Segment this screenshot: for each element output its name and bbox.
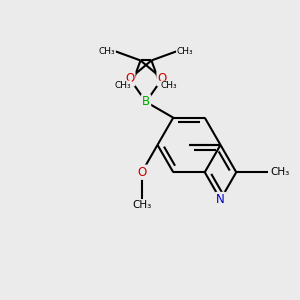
Text: CH₃: CH₃ (271, 167, 290, 177)
Text: B: B (142, 95, 150, 108)
Text: CH₃: CH₃ (177, 47, 193, 56)
Text: O: O (137, 166, 146, 179)
Text: N: N (216, 193, 225, 206)
Text: CH₃: CH₃ (99, 47, 116, 56)
Text: O: O (158, 72, 167, 85)
Text: CH₃: CH₃ (132, 200, 152, 211)
Text: CH₃: CH₃ (115, 81, 131, 90)
Text: CH₃: CH₃ (160, 81, 177, 90)
Text: O: O (125, 72, 134, 85)
